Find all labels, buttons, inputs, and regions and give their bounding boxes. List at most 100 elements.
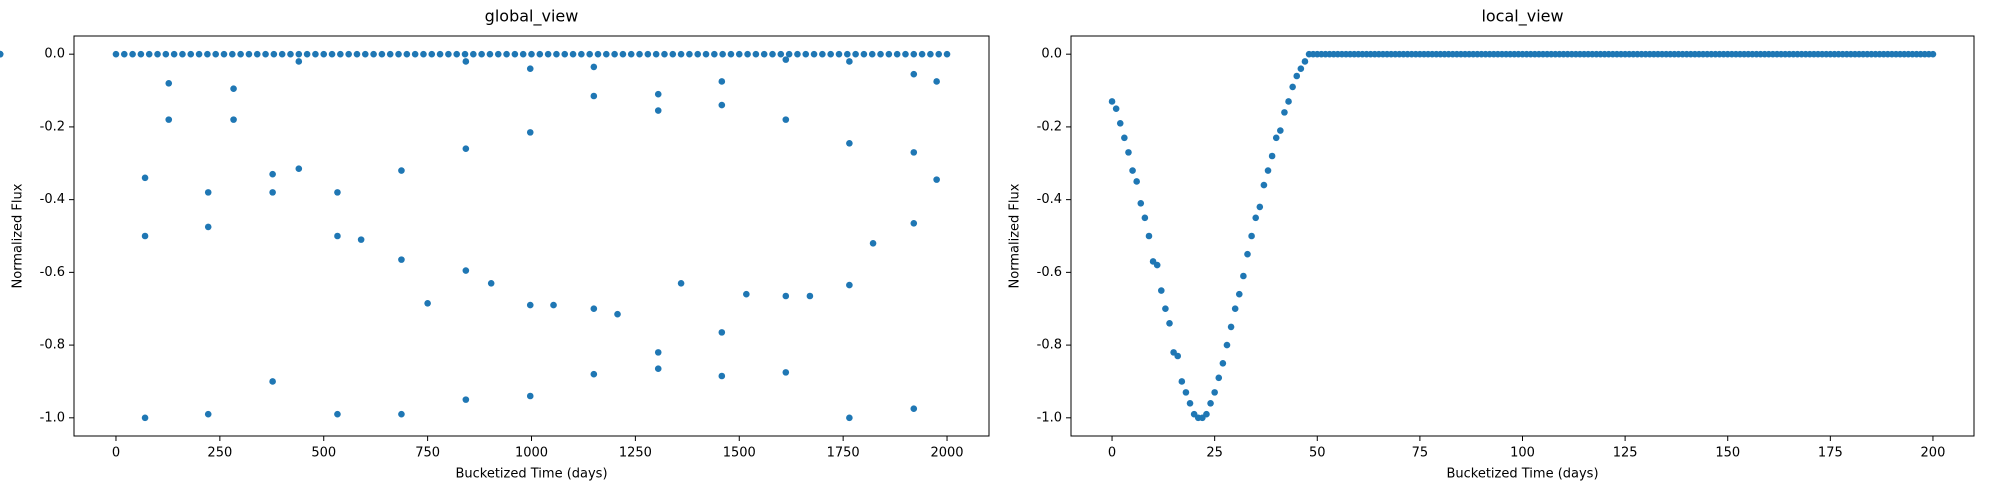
data-point — [669, 50, 677, 58]
data-point — [511, 50, 519, 58]
y-tick-label: -0.2 — [1037, 119, 1062, 134]
y-tick-label: -0.4 — [1037, 192, 1062, 207]
data-point — [220, 50, 228, 58]
data-point — [262, 50, 269, 58]
data-point — [794, 50, 801, 58]
data-point — [1260, 181, 1268, 189]
x-tick-label: 200 — [1921, 446, 1946, 461]
data-point — [868, 50, 876, 58]
x-tick-label: 100 — [1510, 446, 1535, 461]
data-point — [927, 50, 934, 58]
data-point — [1158, 287, 1165, 294]
data-point — [428, 50, 436, 58]
x-tick-label: 0 — [112, 446, 120, 461]
data-point — [860, 50, 868, 58]
data-point — [154, 50, 161, 58]
data-point — [162, 50, 170, 58]
data-point — [718, 372, 726, 380]
data-point — [544, 50, 552, 58]
data-point — [611, 50, 618, 58]
data-point — [230, 85, 237, 93]
x-tick-label: 500 — [311, 446, 336, 461]
data-point — [212, 50, 219, 58]
data-point — [1211, 389, 1218, 396]
data-point — [165, 116, 173, 123]
data-point — [590, 370, 598, 378]
y-tick-label: -0.8 — [40, 338, 65, 353]
data-point — [727, 50, 735, 58]
data-point — [378, 50, 386, 58]
data-point — [1293, 72, 1301, 80]
data-point — [1129, 167, 1136, 174]
subplot: local_view 0 25 50 75 100 125 150 175 200 -1.0 -0.8… — [0, 7, 1975, 482]
data-point — [487, 279, 495, 287]
data-point — [1121, 134, 1128, 142]
data-point — [361, 50, 369, 58]
x-tick-label: 50 — [1309, 446, 1326, 461]
data-point — [398, 167, 405, 174]
data-point — [769, 50, 776, 58]
data-point — [395, 50, 402, 58]
data-point — [933, 78, 940, 85]
data-point — [782, 292, 790, 300]
data-point — [1301, 58, 1309, 65]
data-point — [462, 145, 470, 153]
data-point — [494, 50, 502, 58]
data-point — [935, 50, 943, 58]
data-point — [1277, 127, 1284, 134]
y-tick-label: -0.2 — [40, 119, 65, 134]
data-point — [852, 50, 859, 58]
data-point — [877, 50, 884, 58]
y-axis-label: Normalized Flux — [1008, 183, 1023, 288]
x-tick-label: 175 — [1818, 446, 1843, 461]
data-point — [1141, 214, 1149, 222]
data-point — [743, 290, 750, 298]
data-point — [553, 50, 560, 58]
x-tick-label: 25 — [1206, 446, 1223, 461]
chart-title: local_view — [1481, 7, 1563, 27]
data-point — [910, 50, 918, 58]
data-point — [1289, 83, 1296, 91]
data-point — [503, 50, 510, 58]
data-point — [478, 50, 485, 58]
data-point — [1285, 98, 1292, 105]
data-point — [1227, 323, 1235, 331]
data-point — [744, 50, 751, 58]
x-tick-label: 125 — [1613, 446, 1638, 461]
data-point — [933, 176, 940, 183]
x-tick-label: 0 — [1108, 446, 1116, 461]
data-point — [245, 50, 253, 58]
data-point — [835, 50, 843, 58]
y-tick-label: -0.6 — [40, 265, 65, 280]
data-point — [345, 50, 352, 58]
x-tick-label: 75 — [1412, 446, 1429, 461]
data-point — [328, 50, 336, 58]
data-point — [785, 50, 793, 58]
data-point — [445, 50, 452, 58]
data-point — [386, 50, 394, 58]
data-point — [424, 299, 431, 307]
data-point — [846, 281, 853, 289]
data-point — [1203, 410, 1210, 418]
data-point — [287, 50, 294, 58]
data-point — [461, 50, 469, 58]
data-point — [1929, 50, 1937, 58]
data-point — [910, 219, 918, 227]
data-point — [536, 50, 544, 58]
data-point — [398, 256, 405, 263]
data-point — [846, 58, 853, 65]
data-point — [1116, 119, 1124, 127]
y-tick-label: -1.0 — [1037, 410, 1062, 425]
data-point — [590, 92, 598, 100]
data-point — [320, 50, 328, 58]
data-point — [910, 405, 918, 413]
data-point — [752, 50, 760, 58]
data-point — [782, 116, 790, 123]
data-point — [253, 50, 261, 58]
data-point — [312, 50, 319, 58]
data-point — [1256, 203, 1264, 211]
data-point — [1166, 319, 1173, 327]
data-point — [594, 50, 602, 58]
data-point — [644, 50, 652, 58]
